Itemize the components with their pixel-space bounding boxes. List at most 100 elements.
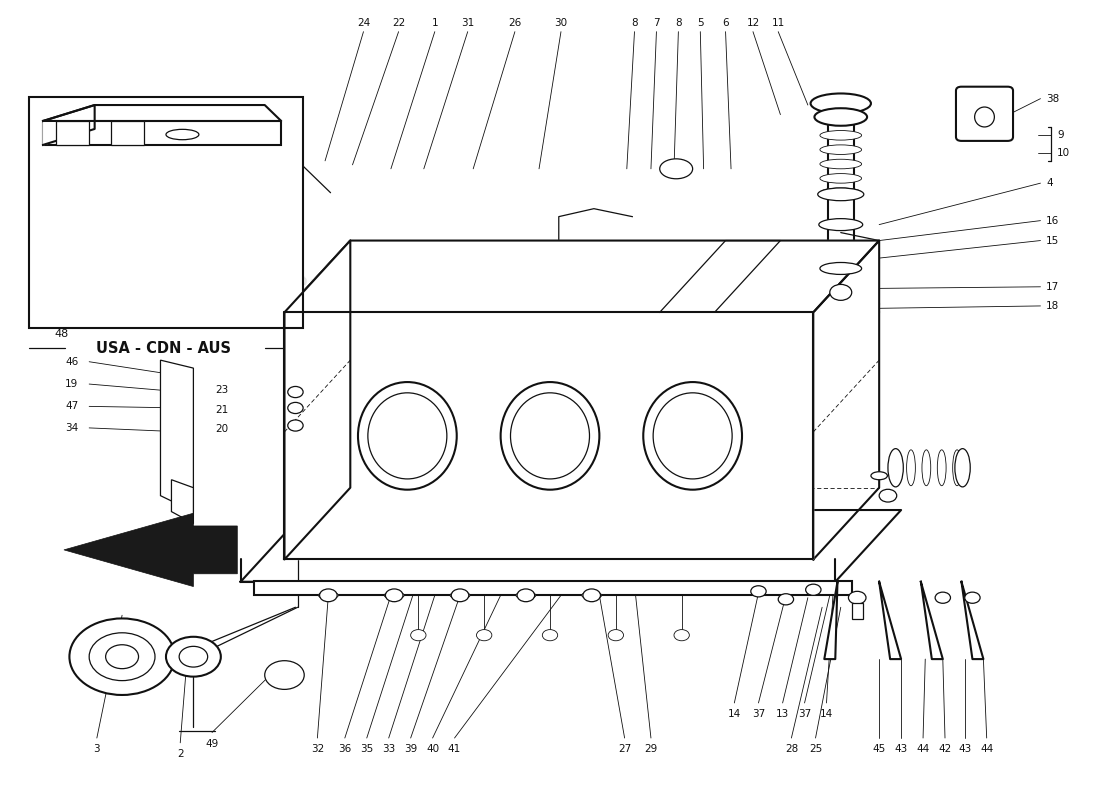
- Ellipse shape: [582, 591, 602, 599]
- Text: 47: 47: [65, 402, 78, 411]
- Ellipse shape: [367, 393, 447, 479]
- Text: 14: 14: [728, 710, 741, 719]
- Ellipse shape: [820, 145, 861, 154]
- Text: 44: 44: [980, 744, 993, 754]
- Text: eurospares: eurospares: [285, 474, 441, 549]
- Text: 14: 14: [820, 710, 833, 719]
- Text: 39: 39: [404, 744, 417, 754]
- Ellipse shape: [358, 382, 456, 490]
- Text: 5: 5: [697, 18, 704, 28]
- Text: USA - CDN - AUS: USA - CDN - AUS: [97, 341, 231, 356]
- Text: 18: 18: [1046, 301, 1059, 311]
- Text: 43: 43: [894, 744, 908, 754]
- Text: 6: 6: [723, 18, 729, 28]
- Text: 12: 12: [747, 18, 760, 28]
- Ellipse shape: [820, 262, 861, 274]
- Bar: [56, 121, 89, 145]
- Circle shape: [288, 420, 304, 431]
- Circle shape: [320, 589, 337, 602]
- Ellipse shape: [820, 130, 861, 140]
- Ellipse shape: [384, 591, 404, 599]
- Text: 45: 45: [872, 744, 886, 754]
- Text: 16: 16: [1046, 216, 1059, 226]
- Text: 31: 31: [461, 18, 474, 28]
- Ellipse shape: [820, 188, 861, 198]
- Polygon shape: [64, 514, 238, 586]
- Polygon shape: [43, 105, 282, 121]
- Text: 8: 8: [675, 18, 682, 28]
- Polygon shape: [172, 480, 194, 523]
- Ellipse shape: [906, 450, 915, 486]
- Bar: [111, 121, 144, 145]
- Ellipse shape: [319, 591, 338, 599]
- Ellipse shape: [500, 382, 600, 490]
- Bar: [254, 581, 851, 595]
- Text: 36: 36: [338, 744, 351, 754]
- Text: 11: 11: [771, 18, 784, 28]
- Circle shape: [69, 618, 175, 695]
- Polygon shape: [241, 510, 901, 582]
- Text: 35: 35: [360, 744, 373, 754]
- FancyBboxPatch shape: [956, 86, 1013, 141]
- Text: 1: 1: [431, 18, 438, 28]
- Polygon shape: [824, 582, 837, 659]
- Circle shape: [583, 589, 601, 602]
- Bar: [851, 603, 862, 619]
- Ellipse shape: [818, 218, 862, 230]
- Ellipse shape: [644, 382, 743, 490]
- Ellipse shape: [653, 393, 733, 479]
- Text: 38: 38: [1046, 94, 1059, 104]
- Text: 27: 27: [618, 744, 631, 754]
- Ellipse shape: [953, 450, 961, 486]
- Text: 19: 19: [65, 379, 78, 389]
- Circle shape: [805, 584, 821, 595]
- Text: 48: 48: [54, 329, 68, 339]
- Circle shape: [179, 646, 208, 667]
- Bar: [29, 97, 304, 328]
- Text: 4: 4: [1046, 178, 1053, 188]
- Ellipse shape: [888, 449, 903, 487]
- Polygon shape: [43, 121, 282, 145]
- Text: 21: 21: [216, 405, 229, 414]
- Text: 9: 9: [1057, 130, 1064, 139]
- Circle shape: [935, 592, 950, 603]
- Text: 10: 10: [1057, 148, 1070, 158]
- Circle shape: [517, 589, 535, 602]
- Circle shape: [410, 630, 426, 641]
- Text: 25: 25: [808, 744, 822, 754]
- Text: 42: 42: [938, 744, 952, 754]
- Polygon shape: [161, 360, 194, 512]
- Ellipse shape: [516, 591, 536, 599]
- Text: 23: 23: [216, 386, 229, 395]
- Text: 43: 43: [958, 744, 971, 754]
- Ellipse shape: [510, 393, 590, 479]
- Text: 2: 2: [177, 749, 184, 759]
- Ellipse shape: [811, 94, 871, 114]
- Ellipse shape: [922, 450, 931, 486]
- Text: 15: 15: [1046, 235, 1059, 246]
- Circle shape: [166, 637, 221, 677]
- Text: eurospares: eurospares: [604, 267, 760, 342]
- Circle shape: [879, 490, 896, 502]
- Circle shape: [89, 633, 155, 681]
- Ellipse shape: [166, 130, 199, 140]
- Polygon shape: [43, 105, 95, 145]
- Text: 44: 44: [916, 744, 930, 754]
- Text: 3: 3: [94, 744, 100, 754]
- Text: 20: 20: [216, 424, 229, 434]
- Circle shape: [674, 630, 690, 641]
- Polygon shape: [285, 241, 350, 559]
- Circle shape: [265, 661, 305, 690]
- Text: 40: 40: [426, 744, 439, 754]
- Text: 46: 46: [65, 357, 78, 366]
- Polygon shape: [879, 582, 901, 659]
- Text: 32: 32: [311, 744, 324, 754]
- Text: 37: 37: [751, 710, 766, 719]
- Circle shape: [608, 630, 624, 641]
- Polygon shape: [285, 241, 879, 312]
- Text: 17: 17: [1046, 282, 1059, 292]
- Text: eurospares: eurospares: [285, 267, 441, 342]
- Text: 26: 26: [508, 18, 521, 28]
- Circle shape: [965, 592, 980, 603]
- Polygon shape: [285, 312, 813, 559]
